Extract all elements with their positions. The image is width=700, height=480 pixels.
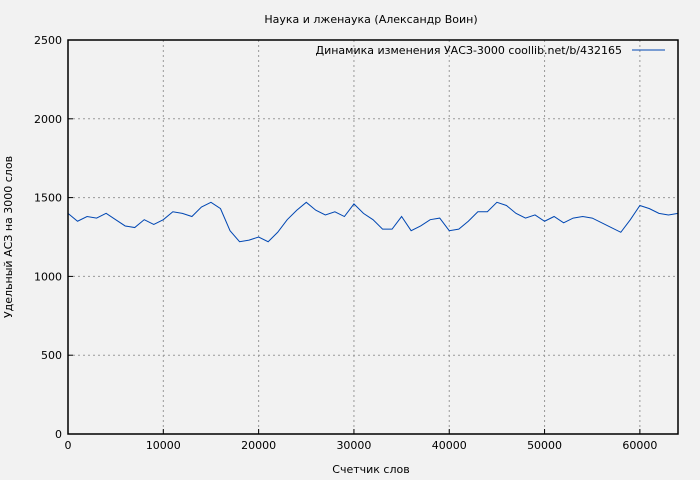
y-tick-label: 500 (41, 349, 62, 362)
chart-title: Наука и лженаука (Александр Воин) (264, 13, 477, 26)
x-tick-label: 30000 (336, 439, 371, 452)
x-tick-label: 60000 (622, 439, 657, 452)
ticks: 0 10000 20000 30000 40000 50000 60000 0 500 1000 1… (34, 34, 657, 452)
x-tick-label: 0 (65, 439, 72, 452)
y-tick-label: 1000 (34, 270, 62, 283)
y-tick-label: 2500 (34, 34, 62, 47)
x-tick-label: 10000 (146, 439, 181, 452)
series-line (67, 201, 679, 243)
x-axis-label: Счетчик слов (332, 463, 409, 476)
plot-frame (67, 39, 679, 435)
y-tick-label: 2000 (34, 113, 62, 126)
x-tick-label: 50000 (527, 439, 562, 452)
legend: Динамика изменения УАСЗ-3000 coollib.net… (316, 44, 665, 57)
y-tick-label: 1500 (34, 192, 62, 205)
y-tick-label: 0 (55, 428, 62, 441)
x-tick-label: 40000 (432, 439, 467, 452)
y-axis-label: Удельный АСЗ на 3000 слов (2, 156, 15, 318)
x-tick-label: 20000 (241, 439, 276, 452)
legend-label: Динамика изменения УАСЗ-3000 coollib.net… (316, 44, 623, 57)
